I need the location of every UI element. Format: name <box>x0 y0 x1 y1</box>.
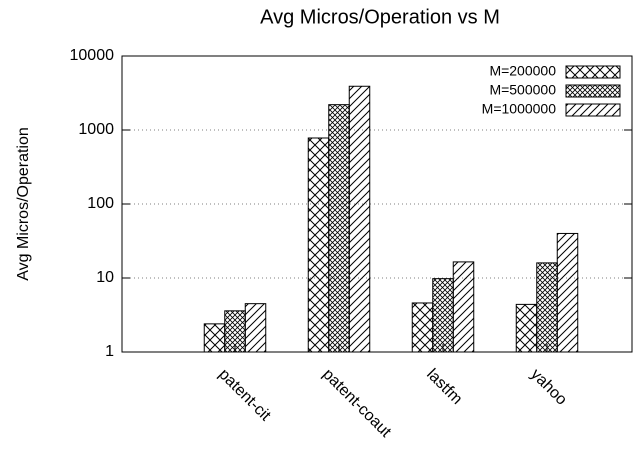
legend-label: M=1000000 <box>482 101 557 117</box>
bar <box>328 104 350 353</box>
legend-swatch <box>565 65 621 79</box>
legend-swatch <box>565 103 621 117</box>
bar <box>452 261 475 353</box>
legend-swatch <box>565 84 621 98</box>
bar <box>203 323 226 353</box>
y-tick-label: 100 <box>87 195 114 212</box>
y-tick-label: 1 <box>105 343 114 360</box>
bar <box>432 278 454 353</box>
bar <box>536 262 558 353</box>
bar <box>244 303 267 353</box>
y-tick-label: 10 <box>96 269 114 286</box>
bar <box>224 310 246 353</box>
legend-label: M=200000 <box>489 63 556 79</box>
chart-title: Avg Micros/Operation vs M <box>260 6 500 28</box>
x-tick-label: patent-coaut <box>319 366 394 441</box>
bar <box>307 137 330 353</box>
bar <box>348 85 371 353</box>
x-tick-label: lastfm <box>423 366 465 408</box>
y-tick-label: 1000 <box>78 121 114 138</box>
bar <box>411 302 434 353</box>
x-tick-label: patent-cit <box>215 366 274 425</box>
bar <box>515 303 538 353</box>
bar <box>556 232 579 353</box>
x-tick-label: yahoo <box>527 366 570 409</box>
legend-label: M=500000 <box>489 82 556 98</box>
y-axis-label: Avg Micros/Operation <box>15 127 32 281</box>
y-tick-label: 10000 <box>70 47 115 64</box>
